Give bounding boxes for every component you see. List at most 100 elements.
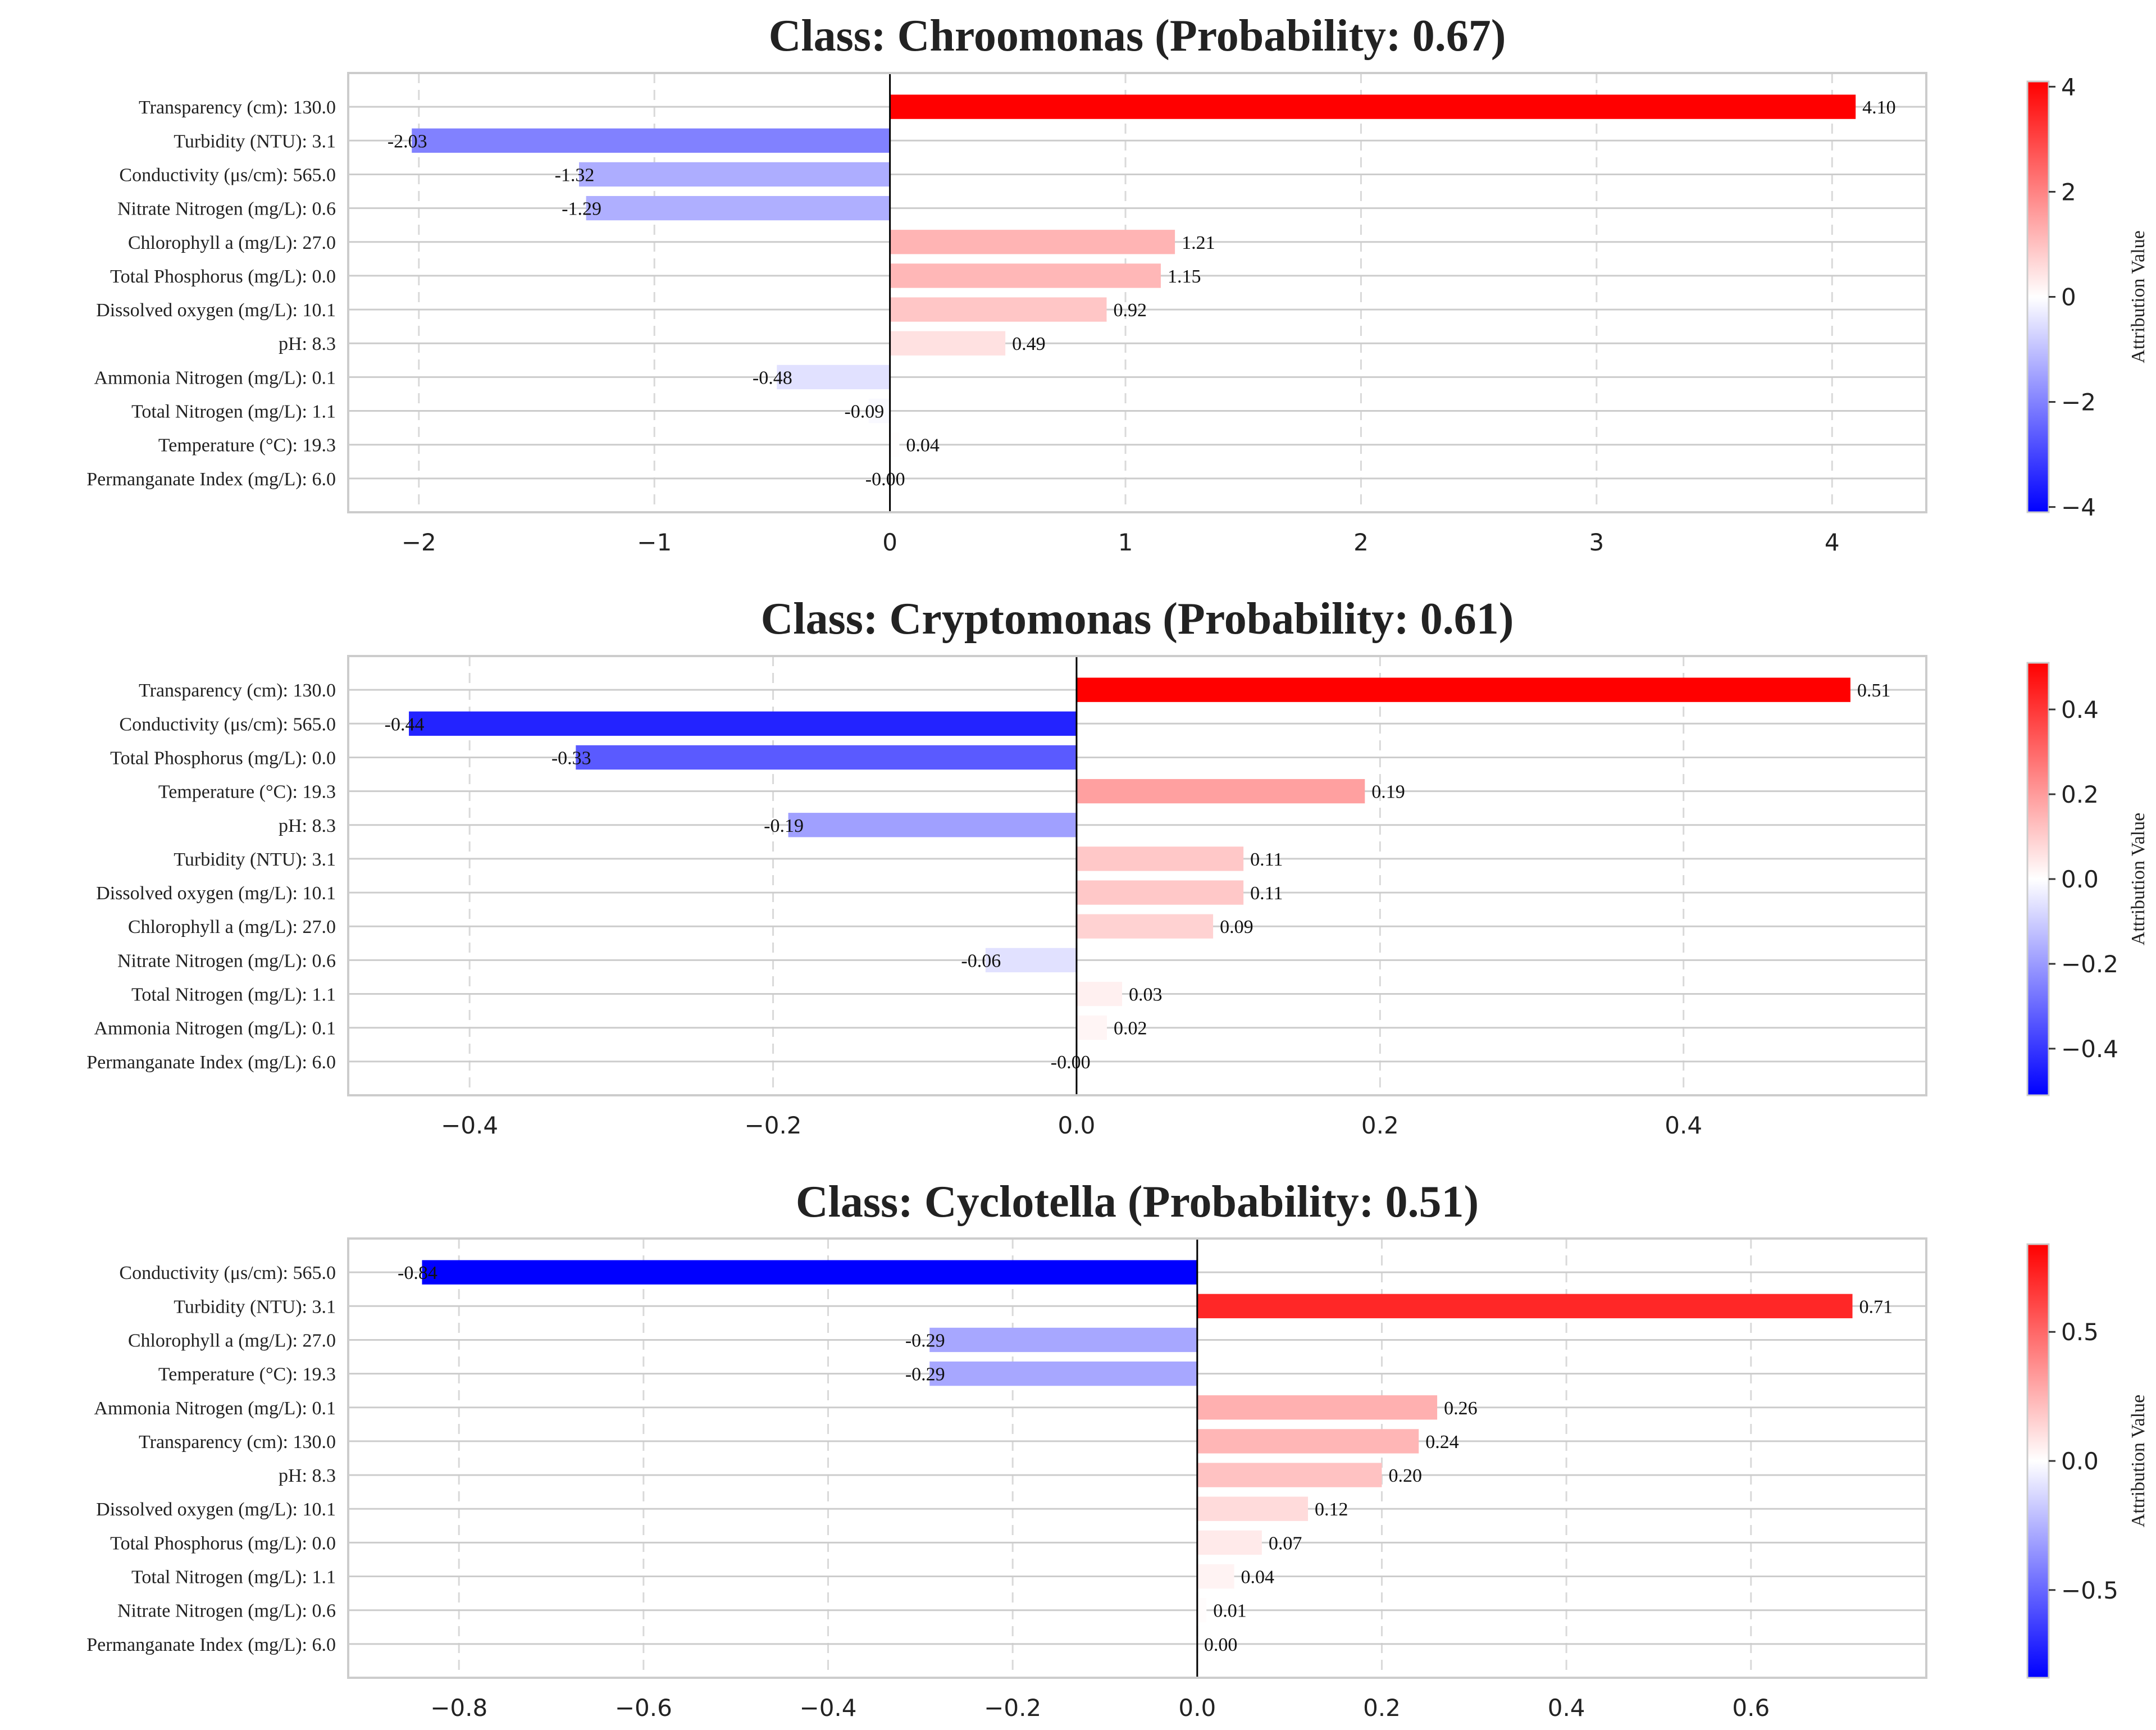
bar [985,948,1077,973]
value-label: 0.02 [1114,1018,1147,1039]
colorbar-tick-label: −0.4 [2061,1035,2118,1063]
feature-label: Permanganate Index (mg/L): 6.0 [86,1635,336,1655]
colorbar: 0.4 0.2 0.0 −0.2 −0.4 Attribution Value [2026,662,2149,1096]
feature-label: pH: 8.3 [279,816,336,836]
bar [1076,1016,1107,1040]
value-label: -1.32 [555,165,595,185]
x-tick-label: 0.6 [1732,1694,1770,1722]
bar [1076,846,1244,871]
bar [586,195,890,221]
value-label: 0.11 [1250,849,1283,870]
x-tick-label: −2 [402,529,436,556]
value-label: 0.03 [1129,985,1163,1005]
x-tick-label: 1 [1118,529,1133,556]
feature-label: Ammonia Nitrogen (mg/L): 0.1 [94,1398,336,1419]
feature-label: Chlorophyll a (mg/L): 27.0 [128,917,336,937]
feature-label: pH: 8.3 [279,334,336,354]
axes-frame [347,72,1927,513]
feature-label: Nitrate Nitrogen (mg/L): 0.6 [117,1601,336,1622]
bar [576,745,1077,770]
colorbar-tick-label: −0.5 [2061,1577,2118,1604]
value-label: -0.48 [753,367,792,388]
bar [890,331,1006,356]
bar [1197,1530,1262,1555]
colorbar-tick-label: 0.0 [2061,1447,2099,1475]
x-tick-label: 0.0 [1178,1694,1216,1722]
bar [929,1327,1197,1353]
colorbar-gradient [2026,80,2050,513]
feature-label: Total Nitrogen (mg/L): 1.1 [131,402,336,422]
x-tick-label: −0.2 [984,1694,1041,1722]
value-label: -0.33 [551,748,591,768]
value-label: 0.07 [1269,1533,1302,1554]
colorbar-tick-label: 2 [2061,178,2076,206]
value-label: -0.84 [398,1263,437,1283]
x-tick-label: 0 [882,529,897,556]
feature-label: Temperature (°C): 19.3 [158,435,336,456]
feature-label: Total Nitrogen (mg/L): 1.1 [131,1567,336,1588]
feature-label: Chlorophyll a (mg/L): 27.0 [128,233,336,253]
bar [777,365,890,390]
value-label: 0.20 [1388,1465,1422,1486]
feature-label: Turbidity (NTU): 3.1 [174,131,336,152]
value-label: 0.71 [1859,1296,1893,1317]
value-label: -0.44 [385,714,425,735]
value-label: 0.01 [1213,1601,1247,1622]
bar [1076,981,1122,1007]
colorbar-label: Attribution Value [2128,813,2149,945]
feature-label: Conductivity (μs/cm): 565.0 [119,1263,336,1283]
x-tick-label: −0.8 [430,1694,487,1722]
feature-label: Total Phosphorus (mg/L): 0.0 [110,266,336,287]
axes-frame [347,655,1927,1096]
x-tick-label: 4 [1825,529,1840,556]
value-label: -0.29 [905,1330,945,1351]
value-label: -0.06 [961,950,1001,971]
chart-title: Class: Chroomonas (Probability: 0.67) [769,11,1506,61]
colorbar-gradient [2026,662,2050,1096]
x-tick-label: −0.2 [745,1112,802,1139]
bar [890,432,900,457]
value-label: -0.00 [1051,1052,1091,1073]
x-tick-label: 0.0 [1058,1112,1096,1139]
value-label: 0.12 [1315,1499,1348,1520]
colorbar-tick-label: −0.2 [2061,950,2118,978]
feature-label: Chlorophyll a (mg/L): 27.0 [128,1330,336,1351]
bar [1076,778,1365,804]
value-label: 0.26 [1444,1398,1478,1419]
colorbar-tick-label: 0.5 [2061,1318,2099,1346]
feature-label: pH: 8.3 [279,1465,336,1486]
bar [890,94,1856,119]
feature-label: Nitrate Nitrogen (mg/L): 0.6 [117,950,336,971]
value-label: -0.19 [764,816,804,836]
colorbar-tick-label: 0.4 [2061,696,2099,723]
feature-label: Transparency (cm): 130.0 [139,1432,336,1453]
feature-label: Conductivity (μs/cm): 565.0 [119,165,336,185]
feature-label: Permanganate Index (mg/L): 6.0 [86,469,336,490]
value-label: 1.15 [1168,266,1201,287]
colorbar: 0.5 0.0 −0.5 Attribution Value [2026,1243,2149,1679]
chart-panel-1: Class: Chroomonas (Probability: 0.67) Tra… [86,11,2149,556]
x-tick-label: −0.6 [615,1694,672,1722]
feature-label: Dissolved oxygen (mg/L): 10.1 [96,883,336,904]
feature-label: Nitrate Nitrogen (mg/L): 0.6 [117,199,336,220]
value-label: 0.92 [1113,300,1147,321]
colorbar-tick-label: 0.0 [2061,866,2099,893]
chart-title: Class: Cryptomonas (Probability: 0.61) [761,594,1514,644]
x-tick-label: 3 [1589,529,1604,556]
colorbar-tick-label: 4 [2061,73,2076,101]
bar [1197,1598,1207,1623]
chart-title: Class: Cyclotella (Probability: 0.51) [796,1177,1479,1227]
feature-label: Temperature (°C): 19.3 [158,782,336,803]
colorbar-label: Attribution Value [2128,230,2149,363]
value-label: 0.09 [1220,917,1254,937]
value-label: 0.49 [1012,334,1046,354]
x-tick-label: 0.4 [1548,1694,1585,1722]
bar [929,1361,1197,1386]
bar [1197,1395,1438,1420]
value-label: 0.51 [1857,680,1891,701]
value-label: -2.03 [388,131,427,152]
value-label: -0.09 [844,402,884,422]
value-label: -0.00 [865,469,905,490]
bar [1197,1564,1234,1589]
bar [788,813,1077,837]
